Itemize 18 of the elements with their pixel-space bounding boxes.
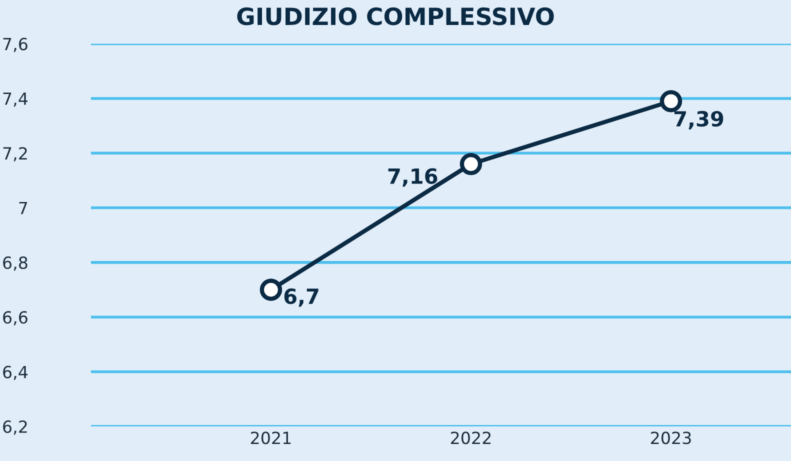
x-tick-label: 2022 bbox=[450, 432, 491, 444]
point bbox=[260, 278, 282, 301]
chart-title: GIUDIZIO COMPLESSIVO bbox=[237, 7, 554, 26]
y-tick-label: 6,6 bbox=[3, 311, 28, 326]
data-label: 7,16 bbox=[388, 168, 438, 187]
x-tick-label: 2021 bbox=[250, 432, 291, 444]
y-tick-label: 7,4 bbox=[3, 92, 28, 107]
y-tick-label: 7,6 bbox=[3, 38, 28, 52]
y-tick-label: 7,2 bbox=[3, 147, 27, 162]
point bbox=[460, 152, 482, 176]
y-tick-label: 6,2 bbox=[3, 420, 27, 435]
y-tick-label: 6,8 bbox=[3, 256, 28, 271]
data-label: 7,39 bbox=[674, 110, 724, 130]
y-tick-label: 6,4 bbox=[3, 366, 28, 380]
data-label: 6,7 bbox=[284, 288, 318, 307]
point bbox=[660, 90, 682, 112]
x-tick-label: 2023 bbox=[651, 432, 691, 444]
y-tick-label: 7 bbox=[19, 202, 28, 214]
